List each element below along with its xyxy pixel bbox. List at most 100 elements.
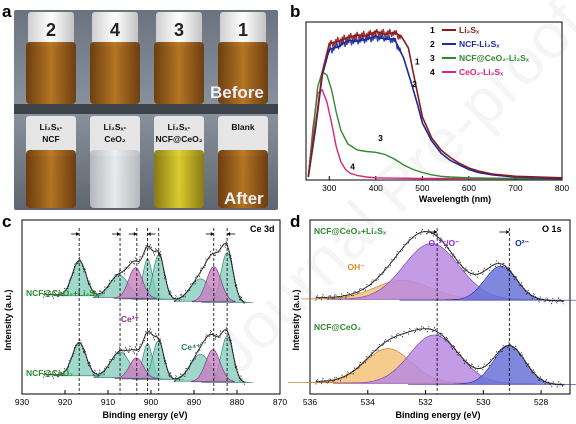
d-o22-annotation: O₂²⁻/O⁻ xyxy=(428,238,460,248)
d-raw-data xyxy=(315,228,565,305)
c-x-tick-label: 930 xyxy=(15,397,29,407)
vial-solution xyxy=(154,42,204,104)
vial-label-line1: Li₂Sₓ- xyxy=(104,122,127,132)
d-x-tick-label: 530 xyxy=(476,397,490,407)
c-x-axis-label: Binding energy (eV) xyxy=(102,410,187,420)
c-ce3-peak xyxy=(113,267,158,299)
b-legend-label: NCF-Li₂Sₓ xyxy=(459,39,500,49)
b-series-noise-1 xyxy=(328,28,402,48)
vial-solution xyxy=(218,42,268,104)
panel-letter-b: b xyxy=(290,2,301,21)
c-shift-arrowhead xyxy=(227,232,231,236)
vial-number: 1 xyxy=(238,20,248,40)
c-shift-arrowhead xyxy=(147,232,151,236)
c-raw-data xyxy=(43,326,245,386)
d-x-tick-label: 528 xyxy=(534,397,548,407)
d-x-tick-label: 534 xyxy=(361,397,375,407)
c-ce4-annotation: Ce⁴⁺ xyxy=(181,342,201,352)
d-x-tick-label: 532 xyxy=(418,397,432,407)
b-x-tick-label: 600 xyxy=(462,183,476,193)
c-title: Ce 3d xyxy=(250,224,275,234)
before-label: Before xyxy=(210,83,264,102)
ce3d-xps-chart: 930 920 910 900 890 880 870 NCF@CeO₂+Li₂Sₓ NCF@C… xyxy=(3,219,287,420)
d-fit-envelope xyxy=(315,231,565,302)
vial-cap xyxy=(28,12,74,46)
vial-number: 2 xyxy=(46,20,56,40)
b-legend-number: 2 xyxy=(430,39,435,49)
vial-solution xyxy=(26,150,76,208)
b-legend-number: 4 xyxy=(430,67,435,77)
c-ce3-peak xyxy=(191,349,235,383)
c-shift-arrowhead xyxy=(76,232,80,236)
d-y-axis-label: Intensity (a.u.) xyxy=(291,289,301,350)
d-plot-frame xyxy=(309,219,571,395)
b-curve-number: 2 xyxy=(412,79,417,89)
vial-label-line1: Li₂Sₓ- xyxy=(40,122,63,132)
c-x-tick-label: 910 xyxy=(101,397,115,407)
b-legend-label: Li₂Sₓ xyxy=(459,25,480,35)
d-x-axis-label: Binding energy (eV) xyxy=(395,410,480,420)
b-legend-number: 1 xyxy=(430,25,435,35)
d-oh-annotation: OH⁻ xyxy=(348,262,366,272)
vial-photo: 2 4 3 1 Li₂Sₓ- NCF Li₂Sₓ- CeO₂ Li₂Sₓ- NCF@CeO₂ Bl… xyxy=(14,10,278,210)
vial-solution xyxy=(154,150,204,208)
d-o2-annotation: O²⁻ xyxy=(515,238,529,248)
photo-shelf xyxy=(14,104,278,114)
vial-solution xyxy=(26,42,76,104)
b-curve-number: 1 xyxy=(415,57,420,67)
c-ce3-peak xyxy=(114,357,159,379)
vial-label-line1: Blank xyxy=(231,122,254,132)
vial-label-line2: NCF@CeO₂ xyxy=(155,134,202,144)
c-shift-arrowhead xyxy=(117,232,121,236)
b-x-tick-label: 700 xyxy=(508,183,522,193)
d-x-tick-label: 536 xyxy=(303,397,317,407)
c-sample-label: NCF@CeO₂+Li₂Sₓ xyxy=(26,288,99,298)
d-sample-label: NCF@CeO₂+Li₂Sₓ xyxy=(314,226,387,236)
c-x-tick-label: 920 xyxy=(58,397,72,407)
d-shift-arrowhead xyxy=(506,230,510,234)
d-sample-label: NCF@CeO₂ xyxy=(314,322,361,332)
vial-cap xyxy=(220,12,266,46)
c-y-axis-label: Intensity (a.u.) xyxy=(3,289,13,350)
vial-solution xyxy=(218,150,268,208)
b-legend-number: 3 xyxy=(430,53,435,63)
vial-number: 3 xyxy=(174,20,184,40)
after-label: After xyxy=(224,189,264,208)
o1s-xps-chart: 536 534 532 530 528 NCF@CeO₂+Li₂Sₓ NCF@CeO₂ OH⁻… xyxy=(288,219,576,420)
b-x-tick-label: 800 xyxy=(555,183,569,193)
b-curve-number: 3 xyxy=(378,133,383,143)
vial-number: 4 xyxy=(110,20,120,40)
c-sample-label: NCF@CeO₂ xyxy=(26,368,73,378)
vial-label-tag xyxy=(218,116,268,156)
c-ce3-annotation: Ce³⁺ xyxy=(121,314,140,324)
c-x-tick-label: 880 xyxy=(230,397,244,407)
d-shift-arrowhead xyxy=(434,230,438,234)
b-curve-number: 4 xyxy=(350,162,355,172)
c-shift-arrowhead xyxy=(133,232,137,236)
b-x-tick-label: 400 xyxy=(369,183,383,193)
c-shift-arrowhead xyxy=(210,232,214,236)
c-fit-envelope xyxy=(43,328,245,384)
vial-label-line2: CeO₂ xyxy=(104,134,125,144)
c-x-tick-label: 870 xyxy=(273,397,287,407)
vial-label-line1: Li₂Sₓ- xyxy=(168,122,191,132)
vial-label-tag xyxy=(154,116,204,156)
panel-letter-d: d xyxy=(290,212,301,231)
c-fit-envelope xyxy=(43,242,245,303)
d-fit-envelope xyxy=(315,328,565,386)
vial-label-tag xyxy=(90,116,140,156)
vial-label-line2: NCF xyxy=(42,134,59,144)
b-series-line-3 xyxy=(307,70,562,180)
d-o2-peak xyxy=(399,265,576,301)
b-plot-frame xyxy=(305,21,563,181)
panel-letter-c: c xyxy=(2,212,12,231)
c-raw-data xyxy=(43,240,245,305)
vial-cap xyxy=(156,12,202,46)
c-x-tick-label: 900 xyxy=(144,397,158,407)
b-x-tick-label: 500 xyxy=(415,183,429,193)
b-legend-label: NCF@CeO₂-Li₂Sₓ xyxy=(459,53,530,63)
b-series-line-4 xyxy=(307,88,562,180)
b-x-tick-label: 300 xyxy=(322,183,336,193)
d-raw-data xyxy=(315,325,565,389)
